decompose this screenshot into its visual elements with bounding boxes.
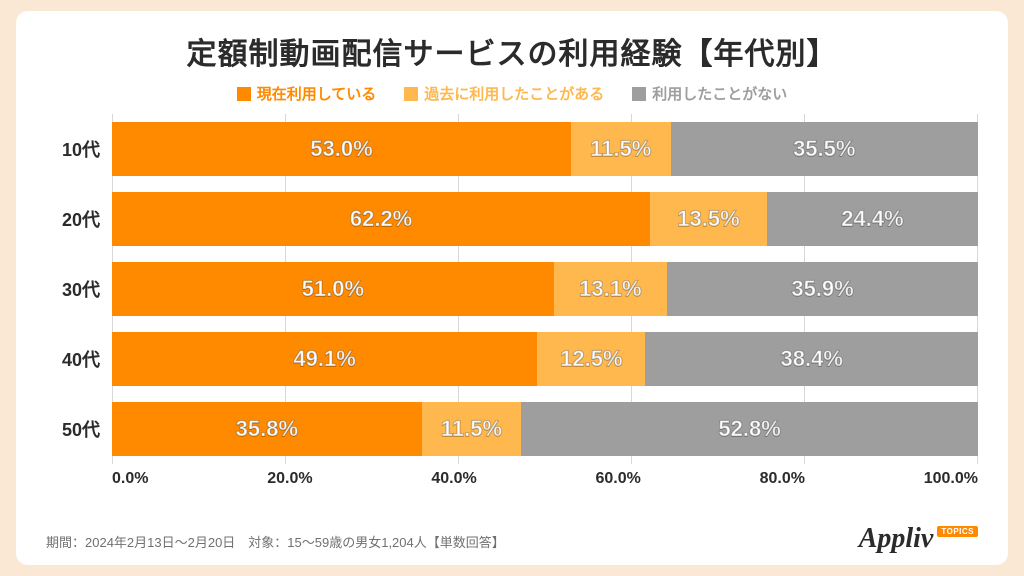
legend-swatch <box>632 87 646 101</box>
chart-card: 定額制動画配信サービスの利用経験【年代別】 現在利用している 過去に利用したことが… <box>16 11 1008 565</box>
brand-tag-text: TOPICS <box>937 526 978 537</box>
bar-segment: 13.5% <box>650 192 767 246</box>
bar-segment: 35.8% <box>112 402 422 456</box>
legend-item: 現在利用している <box>237 83 377 104</box>
bar-segment: 62.2% <box>112 192 650 246</box>
bar-row: 35.8%11.5%52.8% <box>112 394 978 464</box>
chart-area: 10代20代30代40代50代 53.0%11.5%35.5%62.2%13.5… <box>46 114 978 464</box>
bar-segment: 51.0% <box>112 262 554 316</box>
chart-title: 定額制動画配信サービスの利用経験【年代別】 <box>46 29 978 73</box>
bar-segment: 12.5% <box>537 332 645 386</box>
stacked-bar: 62.2%13.5%24.4% <box>112 192 978 246</box>
bars-container: 53.0%11.5%35.5%62.2%13.5%24.4%51.0%13.1%… <box>112 114 978 464</box>
x-axis-spacer <box>46 470 112 488</box>
stacked-bar: 49.1%12.5%38.4% <box>112 332 978 386</box>
legend-swatch <box>237 87 251 101</box>
bar-segment: 38.4% <box>645 332 978 386</box>
brand-main-text: Appliv <box>859 523 934 555</box>
x-tick-label: 100.0% <box>924 470 978 488</box>
x-tick-label: 40.0% <box>431 470 476 488</box>
bar-row: 51.0%13.1%35.9% <box>112 254 978 324</box>
y-axis-label: 20代 <box>46 184 112 254</box>
bar-segment: 35.9% <box>667 262 978 316</box>
x-tick-label: 20.0% <box>267 470 312 488</box>
legend-label: 現在利用している <box>257 83 377 104</box>
y-axis-labels: 10代20代30代40代50代 <box>46 114 112 464</box>
legend-item: 過去に利用したことがある <box>404 83 604 104</box>
legend-swatch <box>404 87 418 101</box>
stacked-bar: 51.0%13.1%35.9% <box>112 262 978 316</box>
stacked-bar: 35.8%11.5%52.8% <box>112 402 978 456</box>
bar-segment: 53.0% <box>112 122 571 176</box>
footer-note: 期間：2024年2月13日～2月20日 対象：15～59歳の男女1,204人【単… <box>46 532 505 551</box>
bar-segment: 11.5% <box>422 402 521 456</box>
brand-logo: Appliv TOPICS <box>859 523 978 555</box>
y-axis-label: 40代 <box>46 324 112 394</box>
bar-segment: 13.1% <box>554 262 667 316</box>
bar-row: 62.2%13.5%24.4% <box>112 184 978 254</box>
plot-area: 53.0%11.5%35.5%62.2%13.5%24.4%51.0%13.1%… <box>112 114 978 464</box>
y-axis-label: 10代 <box>46 114 112 184</box>
y-axis-label: 30代 <box>46 254 112 324</box>
bar-segment: 49.1% <box>112 332 537 386</box>
bar-row: 53.0%11.5%35.5% <box>112 114 978 184</box>
x-axis: 0.0% 20.0% 40.0% 60.0% 80.0% 100.0% <box>46 470 978 488</box>
stacked-bar: 53.0%11.5%35.5% <box>112 122 978 176</box>
x-axis-ticks: 0.0% 20.0% 40.0% 60.0% 80.0% 100.0% <box>112 470 978 488</box>
outer-frame: 定額制動画配信サービスの利用経験【年代別】 現在利用している 過去に利用したことが… <box>0 0 1024 576</box>
y-axis-label: 50代 <box>46 394 112 464</box>
x-tick-label: 80.0% <box>760 470 805 488</box>
legend-item: 利用したことがない <box>632 83 787 104</box>
bar-segment: 52.8% <box>521 402 978 456</box>
x-tick-label: 0.0% <box>112 470 148 488</box>
x-tick-label: 60.0% <box>595 470 640 488</box>
bar-segment: 24.4% <box>767 192 978 246</box>
bar-segment: 11.5% <box>571 122 671 176</box>
legend-label: 過去に利用したことがある <box>424 83 604 104</box>
legend-label: 利用したことがない <box>652 83 787 104</box>
legend: 現在利用している 過去に利用したことがある 利用したことがない <box>46 83 978 104</box>
bar-segment: 35.5% <box>671 122 978 176</box>
bar-row: 49.1%12.5%38.4% <box>112 324 978 394</box>
